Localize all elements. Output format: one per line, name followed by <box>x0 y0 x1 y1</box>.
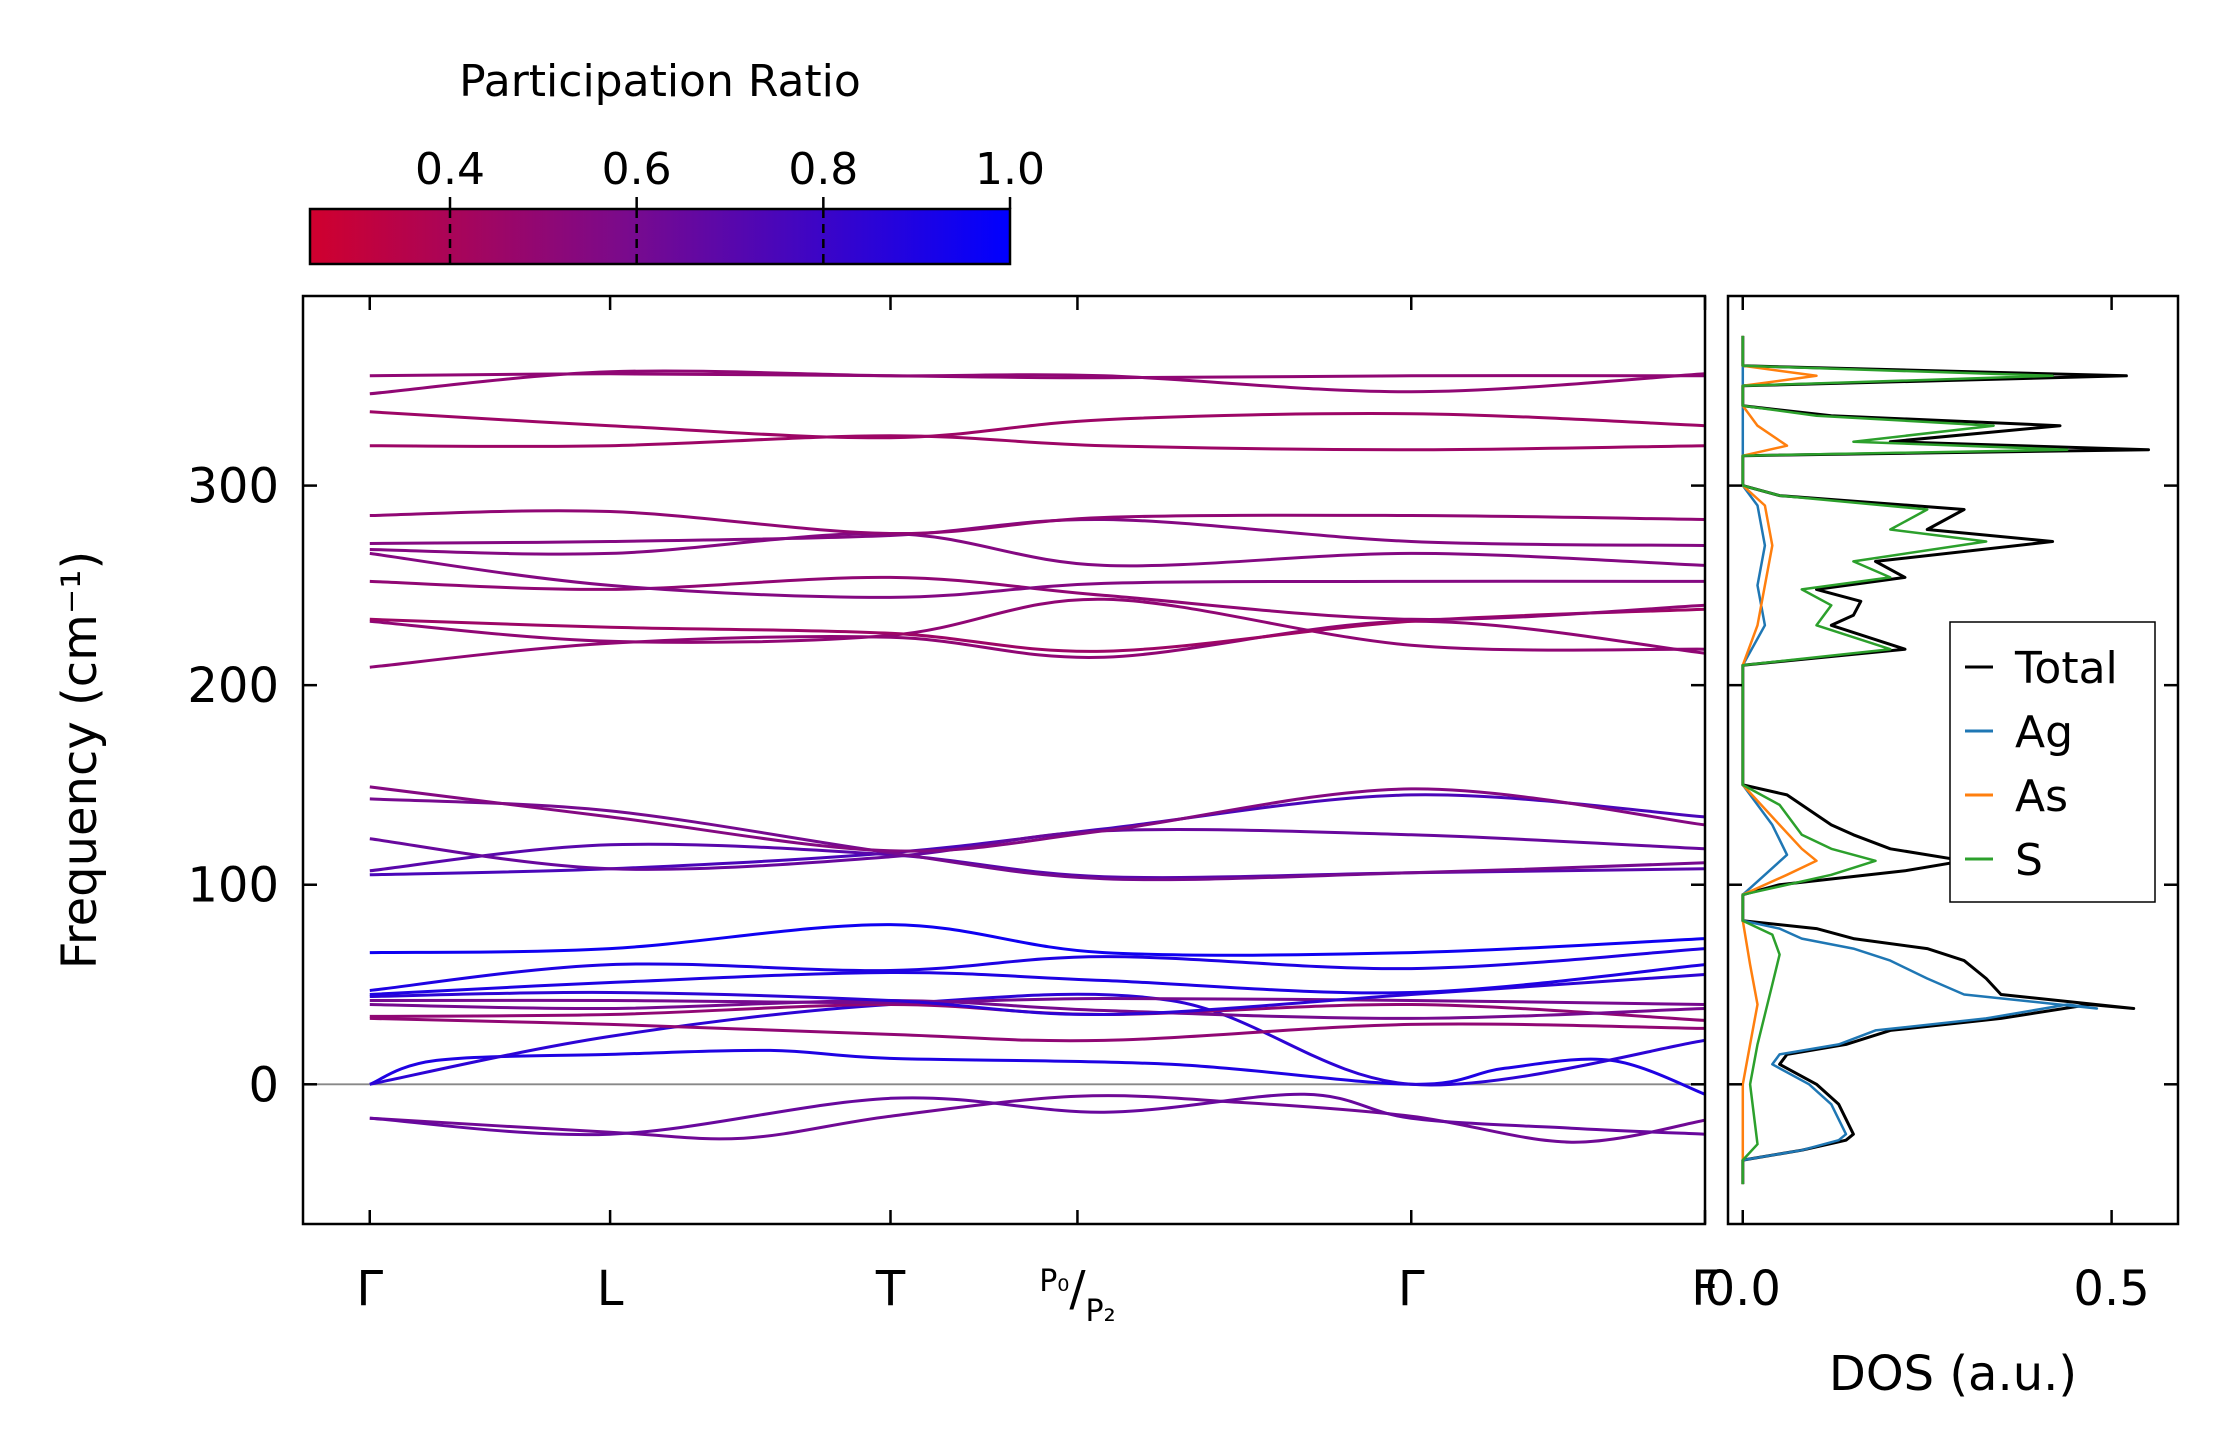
x-tick-label: Γ <box>1398 1261 1425 1317</box>
dos-x-tick-label: 0.0 <box>1705 1261 1781 1317</box>
dos-legend: Total Ag As S <box>1949 621 2156 903</box>
colorbar-title: Participation Ratio <box>459 56 861 107</box>
band-x-axis: Γ L T P₀/P₂ Γ F <box>356 296 1719 1329</box>
y-tick-label: 200 <box>187 658 279 714</box>
colorbar-tick-label: 0.4 <box>415 144 485 195</box>
phonon-band-27 <box>369 410 1705 440</box>
band-lines <box>369 369 1705 1144</box>
band-plot-frame <box>301 294 1707 1226</box>
phonon-band-25 <box>369 509 1705 536</box>
legend-box <box>1949 621 2156 903</box>
phonon-band-22 <box>369 551 1705 599</box>
dos-x-axis-label: DOS (a.u.) <box>1829 1346 2077 1402</box>
phonon-band-23 <box>369 531 1705 568</box>
legend-label: Ag <box>2015 707 2073 758</box>
phonon-band-3 <box>369 1048 1705 1096</box>
phonon-band-4 <box>369 992 1705 1087</box>
colorbar-gradient <box>308 207 1012 266</box>
y-tick-label: 300 <box>187 459 279 515</box>
colorbar-tick-label: 0.6 <box>602 144 672 195</box>
band-y-axis-label: Frequency (cm⁻¹) <box>52 551 108 969</box>
x-tick-label: Γ <box>356 1261 383 1317</box>
x-tick-label: F <box>1691 1261 1719 1317</box>
legend-label: Total <box>2014 643 2118 694</box>
dos-panel: 0.0 0.5 DOS (a.u.) Total Ag As S <box>1705 294 2180 1402</box>
phonon-band-18 <box>369 619 1705 669</box>
y-tick-label: 0 <box>248 1057 279 1113</box>
phonon-band-17 <box>369 785 1705 853</box>
phonon-band-8 <box>369 996 1705 1006</box>
phonon-band-10 <box>369 963 1705 996</box>
phonon-band-2 <box>369 1092 1705 1137</box>
phonon-band-26 <box>369 434 1705 452</box>
dos-axes: 0.0 0.5 <box>1705 296 2178 1317</box>
band-y-axis: 0 100 200 300 <box>187 459 1705 1113</box>
phonon-band-21 <box>369 575 1705 621</box>
y-tick-label: 100 <box>187 858 279 914</box>
colorbar-tick-label: 0.8 <box>788 144 858 195</box>
phonon-band-5 <box>369 1016 1705 1043</box>
colorbar-tick-label: 1.0 <box>975 144 1045 195</box>
dos-x-tick-label: 0.5 <box>2073 1261 2149 1317</box>
dos-as-line <box>1741 335 1818 1185</box>
phonon-band-19 <box>369 597 1705 652</box>
x-tick-label: T <box>875 1261 906 1317</box>
phonon-band-12 <box>369 923 1705 957</box>
colorbar-ticks: 0.4 0.6 0.8 1.0 <box>415 144 1045 264</box>
dos-plot-frame <box>1726 294 2180 1226</box>
phonon-band-29 <box>369 372 1705 394</box>
colorbar: Participation Ratio 0.4 0.6 0.8 1.0 <box>308 56 1045 266</box>
phonon-band-11 <box>369 947 1705 992</box>
dos-ag-line <box>1741 335 2099 1185</box>
legend-label: S <box>2015 835 2043 886</box>
legend-label: As <box>2015 771 2068 822</box>
phonon-band-7 <box>369 998 1705 1020</box>
phonon-band-16 <box>369 797 1705 882</box>
phonon-band-15 <box>369 827 1705 871</box>
x-tick-label: P₀/P₂ <box>1039 1261 1115 1329</box>
dos-s-line <box>1741 335 2069 1185</box>
dos-lines <box>1741 335 2150 1185</box>
band-structure-panel: 0 100 200 300 Γ L T P₀/P₂ Γ F Frequency (cm⁻¹) <box>52 294 1719 1329</box>
x-tick-label: L <box>597 1261 624 1317</box>
